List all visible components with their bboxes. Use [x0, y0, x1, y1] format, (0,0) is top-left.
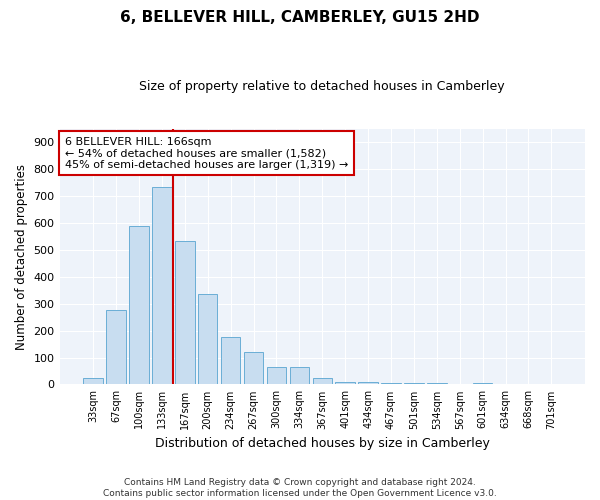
Bar — [473, 383, 493, 384]
X-axis label: Distribution of detached houses by size in Camberley: Distribution of detached houses by size … — [155, 437, 490, 450]
Text: 6 BELLEVER HILL: 166sqm
← 54% of detached houses are smaller (1,582)
45% of semi: 6 BELLEVER HILL: 166sqm ← 54% of detache… — [65, 136, 348, 170]
Text: 6, BELLEVER HILL, CAMBERLEY, GU15 2HD: 6, BELLEVER HILL, CAMBERLEY, GU15 2HD — [120, 10, 480, 25]
Bar — [335, 382, 355, 384]
Bar — [381, 383, 401, 384]
Bar — [290, 367, 309, 384]
Bar — [221, 338, 241, 384]
Bar — [83, 378, 103, 384]
Bar — [244, 352, 263, 384]
Bar — [129, 226, 149, 384]
Bar — [404, 383, 424, 384]
Bar — [175, 240, 194, 384]
Bar — [267, 367, 286, 384]
Bar — [313, 378, 332, 384]
Bar — [198, 294, 217, 384]
Bar — [106, 310, 126, 384]
Title: Size of property relative to detached houses in Camberley: Size of property relative to detached ho… — [139, 80, 505, 93]
Bar — [358, 382, 378, 384]
Y-axis label: Number of detached properties: Number of detached properties — [15, 164, 28, 350]
Text: Contains HM Land Registry data © Crown copyright and database right 2024.
Contai: Contains HM Land Registry data © Crown c… — [103, 478, 497, 498]
Bar — [427, 383, 446, 384]
Bar — [152, 186, 172, 384]
